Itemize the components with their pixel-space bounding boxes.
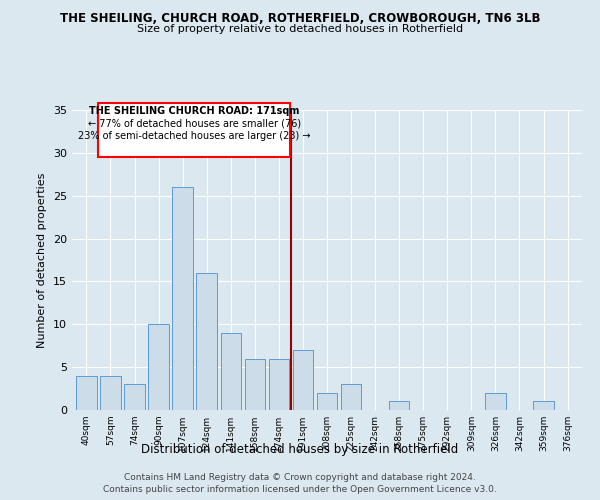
Bar — [76, 376, 97, 410]
Bar — [172, 187, 193, 410]
Bar — [533, 402, 554, 410]
Bar — [269, 358, 289, 410]
Text: Distribution of detached houses by size in Rotherfield: Distribution of detached houses by size … — [142, 442, 458, 456]
Text: ← 77% of detached houses are smaller (76): ← 77% of detached houses are smaller (76… — [88, 118, 301, 128]
FancyBboxPatch shape — [98, 103, 290, 157]
Bar — [245, 358, 265, 410]
Bar — [293, 350, 313, 410]
Text: Size of property relative to detached houses in Rotherfield: Size of property relative to detached ho… — [137, 24, 463, 34]
Bar — [196, 273, 217, 410]
Bar — [485, 393, 506, 410]
Text: Contains public sector information licensed under the Open Government Licence v3: Contains public sector information licen… — [103, 485, 497, 494]
Text: Contains HM Land Registry data © Crown copyright and database right 2024.: Contains HM Land Registry data © Crown c… — [124, 472, 476, 482]
Text: THE SHEILING CHURCH ROAD: 171sqm: THE SHEILING CHURCH ROAD: 171sqm — [89, 106, 299, 116]
Bar — [389, 402, 409, 410]
Bar — [124, 384, 145, 410]
Text: THE SHEILING, CHURCH ROAD, ROTHERFIELD, CROWBOROUGH, TN6 3LB: THE SHEILING, CHURCH ROAD, ROTHERFIELD, … — [60, 12, 540, 26]
Bar — [100, 376, 121, 410]
Bar — [341, 384, 361, 410]
Bar — [221, 333, 241, 410]
Bar — [317, 393, 337, 410]
Text: 23% of semi-detached houses are larger (23) →: 23% of semi-detached houses are larger (… — [78, 132, 310, 141]
Bar — [148, 324, 169, 410]
Y-axis label: Number of detached properties: Number of detached properties — [37, 172, 47, 348]
